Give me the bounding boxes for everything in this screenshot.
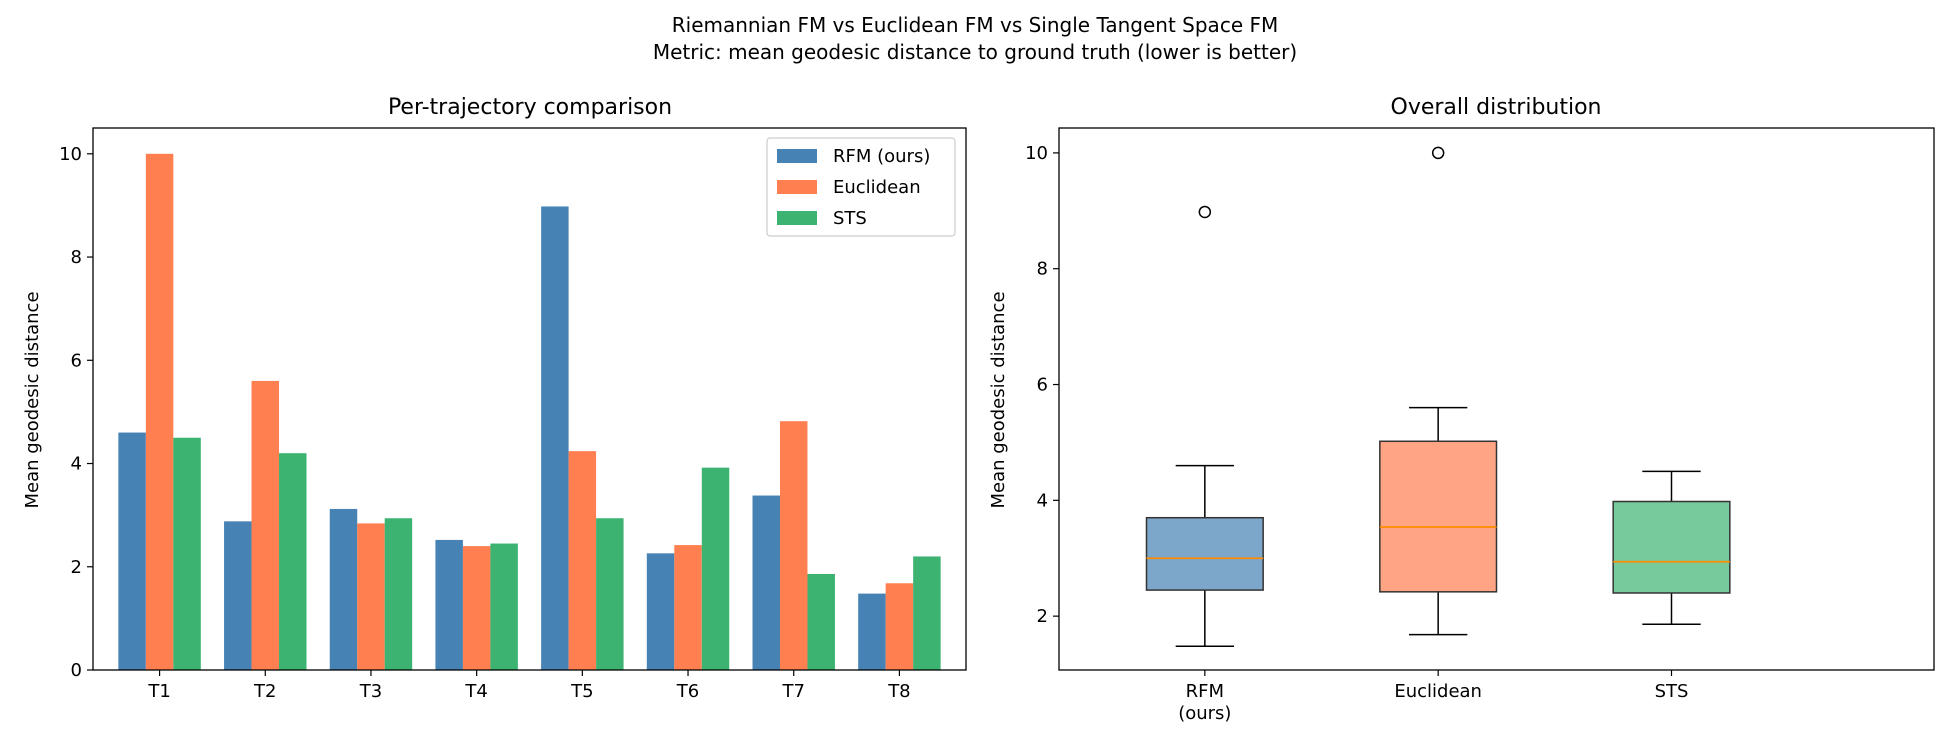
- x-tick-label-line: (ours): [1178, 703, 1231, 724]
- bar-T3-rfm-ours-: [329, 508, 358, 670]
- iqr-box: [1612, 500, 1731, 594]
- box-euclidean: [1379, 146, 1498, 636]
- legend-entry: STS: [833, 208, 867, 229]
- bar-T2-rfm-ours-: [224, 521, 252, 670]
- bar-chart-y-axis-label: Mean geodesic distance: [22, 291, 43, 508]
- y-tick-label: 4: [1037, 490, 1048, 511]
- bar-T6-rfm-ours-: [646, 553, 675, 670]
- y-tick-label: 10: [1025, 143, 1048, 164]
- bar-T8-rfm-ours-: [858, 593, 886, 670]
- y-tick-label: 10: [59, 144, 82, 165]
- y-tick-label: 8: [71, 247, 82, 268]
- x-tick-label: Euclidean: [1394, 681, 1482, 702]
- bar-T7-sts: [807, 573, 835, 670]
- bar-T1-sts: [173, 437, 201, 670]
- bar-T2-sts: [279, 453, 307, 670]
- outlier-point: [1431, 146, 1445, 160]
- bar-T4-rfm-ours-: [435, 539, 463, 670]
- bar-T4-euclidean: [462, 546, 491, 670]
- suptitle-line-1: Riemannian FM vs Euclidean FM vs Single …: [672, 13, 1278, 37]
- bar-T3-euclidean: [357, 523, 385, 670]
- bar-T5-sts: [596, 518, 624, 670]
- x-tick-label: STS: [1655, 681, 1689, 702]
- bar-T8-euclidean: [885, 583, 914, 670]
- x-tick-label: T5: [570, 681, 593, 702]
- bar-chart-legend: RFM (ours) Euclidean STS: [766, 137, 956, 237]
- y-tick-label: 4: [71, 454, 82, 475]
- legend-entry: Euclidean: [833, 177, 921, 198]
- bar-T2-euclidean: [251, 380, 280, 670]
- bar-chart-frame: [92, 127, 967, 671]
- bar-T8-sts: [913, 556, 941, 670]
- legend-entry: RFM (ours): [833, 146, 930, 167]
- bar-T6-euclidean: [674, 545, 702, 670]
- bar-T5-rfm-ours-: [541, 206, 569, 671]
- suptitle-line-2: Metric: mean geodesic distance to ground…: [653, 40, 1297, 64]
- y-tick-label: 2: [71, 557, 82, 578]
- legend-swatch: [777, 211, 817, 225]
- x-tick-label: T6: [676, 681, 699, 702]
- y-tick-label: 6: [1037, 375, 1048, 396]
- x-tick-label-line: STS: [1655, 681, 1689, 702]
- bar-T1-rfm-ours-: [118, 432, 146, 670]
- bar-T5-euclidean: [568, 451, 597, 670]
- x-tick-label: T3: [359, 681, 382, 702]
- iqr-box: [1379, 440, 1498, 593]
- iqr-box: [1145, 516, 1264, 591]
- legend-swatch: [777, 180, 817, 194]
- bar-chart-title: Per-trajectory comparison: [388, 95, 672, 120]
- bar-T7-rfm-ours-: [752, 495, 780, 670]
- y-tick-label: 8: [1037, 259, 1048, 280]
- x-tick-label: T1: [147, 681, 170, 702]
- bar-T3-sts: [384, 518, 413, 670]
- x-tick-label: RFM (ours): [1178, 681, 1231, 724]
- y-tick-label: 0: [71, 660, 82, 681]
- box-plot-title: Overall distribution: [1391, 95, 1602, 120]
- box-rfm: [1145, 205, 1264, 648]
- x-tick-label-line: Euclidean: [1394, 681, 1482, 702]
- bar-chart-panel: Per-trajectory comparison Mean geodesic …: [22, 95, 967, 702]
- box-plot-frame: [1058, 127, 1935, 671]
- bar-T1-euclidean: [145, 153, 174, 671]
- bar-T4-sts: [490, 543, 518, 670]
- y-tick-label: 2: [1037, 606, 1048, 627]
- x-tick-label-line: RFM: [1186, 681, 1224, 702]
- bar-T7-euclidean: [779, 421, 808, 670]
- legend-swatch: [777, 149, 817, 163]
- box-sts: [1612, 470, 1731, 626]
- box-plot-panel: Overall distribution Mean geodesic dista…: [988, 95, 1935, 724]
- outlier-point: [1198, 205, 1212, 219]
- x-tick-label: T2: [253, 681, 276, 702]
- y-tick-label: 6: [71, 350, 82, 371]
- x-tick-label: T7: [781, 681, 804, 702]
- x-tick-label: T4: [464, 681, 487, 702]
- x-tick-label: T8: [887, 681, 910, 702]
- bar-T6-sts: [701, 467, 730, 670]
- box-plot-y-axis-label: Mean geodesic distance: [988, 291, 1009, 508]
